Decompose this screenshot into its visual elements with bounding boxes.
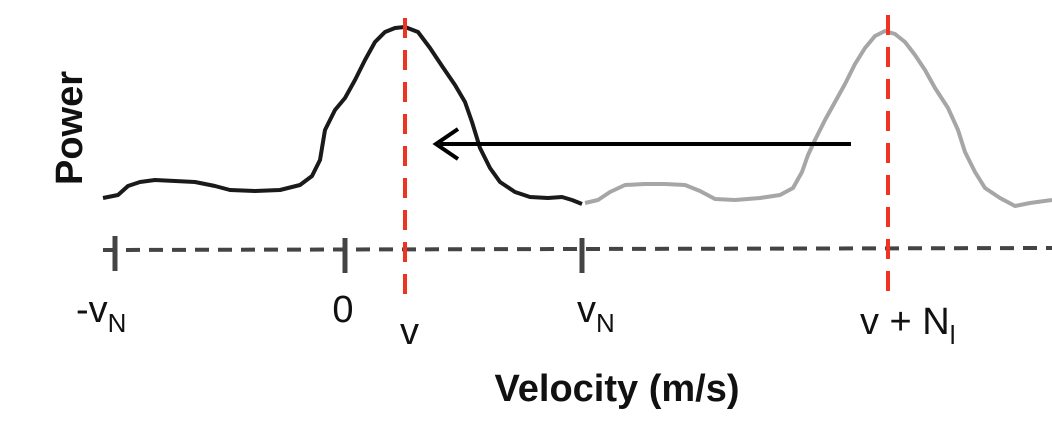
arrow-left-icon: [432, 127, 851, 161]
marker-label-v: v: [400, 311, 419, 353]
aliased-spectrum-curve: [102, 25, 583, 206]
y-axis-label: Power: [49, 71, 91, 185]
tick-label-neg-vn: -vN: [76, 289, 126, 338]
velocity-axis: [102, 246, 1052, 252]
tick-label-vn: vN: [577, 289, 615, 338]
marker-label-v-plus-nl: v + Nl: [860, 301, 956, 350]
tick-label-zero: 0: [332, 289, 353, 331]
true-spectrum-curve: [584, 29, 1052, 208]
x-axis-label: Velocity (m/s): [495, 368, 740, 410]
